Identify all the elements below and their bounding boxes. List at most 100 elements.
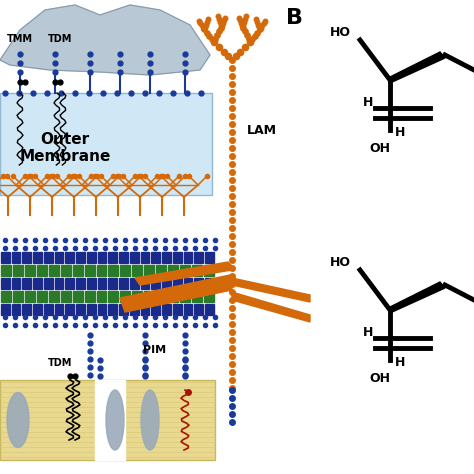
Bar <box>1 291 11 302</box>
Text: OH: OH <box>370 142 391 155</box>
Bar <box>162 252 171 263</box>
Bar <box>25 265 35 276</box>
Text: TDM: TDM <box>48 34 72 44</box>
Bar <box>44 304 53 315</box>
Bar <box>65 278 74 289</box>
Bar <box>145 291 154 302</box>
Bar <box>156 265 166 276</box>
Bar <box>33 252 42 263</box>
Polygon shape <box>0 5 210 75</box>
Bar <box>130 304 139 315</box>
Bar <box>132 265 142 276</box>
Bar <box>22 252 31 263</box>
Bar <box>12 252 20 263</box>
Bar <box>97 291 107 302</box>
Bar <box>109 304 117 315</box>
Bar <box>33 278 42 289</box>
Bar <box>55 252 64 263</box>
Text: LAM: LAM <box>247 124 277 137</box>
Bar <box>205 278 214 289</box>
Bar <box>13 265 23 276</box>
Bar <box>49 265 59 276</box>
Bar <box>49 291 59 302</box>
Bar <box>65 252 74 263</box>
Bar <box>87 252 96 263</box>
Ellipse shape <box>106 390 124 450</box>
Text: H: H <box>363 95 373 109</box>
Bar <box>97 265 107 276</box>
Bar <box>0 380 215 460</box>
Text: Outer
Membrane: Outer Membrane <box>19 132 111 164</box>
Bar <box>25 291 35 302</box>
Bar <box>73 291 82 302</box>
Bar <box>33 304 42 315</box>
Polygon shape <box>95 380 125 460</box>
Text: PIM: PIM <box>144 345 166 355</box>
Bar <box>205 252 214 263</box>
Text: TDM: TDM <box>48 358 72 368</box>
Polygon shape <box>135 262 232 285</box>
Bar <box>61 265 71 276</box>
Bar <box>55 278 64 289</box>
Bar <box>55 304 64 315</box>
Bar <box>168 291 178 302</box>
Bar <box>120 291 130 302</box>
Bar <box>1 252 10 263</box>
Bar <box>1 304 10 315</box>
Bar <box>109 252 117 263</box>
Polygon shape <box>232 292 310 322</box>
Polygon shape <box>232 278 310 302</box>
Bar <box>152 252 160 263</box>
Bar <box>109 291 118 302</box>
Bar <box>76 278 85 289</box>
Bar <box>141 304 149 315</box>
Polygon shape <box>120 275 232 312</box>
Bar <box>37 291 47 302</box>
Bar <box>204 291 214 302</box>
Bar <box>180 265 190 276</box>
Text: TMM: TMM <box>7 34 33 44</box>
Bar <box>12 278 20 289</box>
Text: H: H <box>363 326 373 338</box>
Bar <box>132 291 142 302</box>
Bar <box>205 304 214 315</box>
Bar <box>44 252 53 263</box>
Bar <box>0 93 212 195</box>
Bar <box>184 304 192 315</box>
Bar <box>109 265 118 276</box>
Bar <box>1 278 10 289</box>
Bar <box>37 265 47 276</box>
Bar <box>22 278 31 289</box>
Bar <box>204 265 214 276</box>
Text: H: H <box>395 356 405 368</box>
Bar <box>168 265 178 276</box>
Bar <box>192 291 202 302</box>
Bar <box>119 304 128 315</box>
Text: OH: OH <box>370 372 391 384</box>
Bar <box>152 278 160 289</box>
Bar <box>44 278 53 289</box>
Ellipse shape <box>7 392 29 447</box>
Bar <box>130 278 139 289</box>
Bar <box>76 252 85 263</box>
Bar <box>119 278 128 289</box>
Bar <box>98 252 107 263</box>
Bar <box>61 291 71 302</box>
Bar <box>119 252 128 263</box>
Bar <box>173 278 182 289</box>
Bar <box>152 304 160 315</box>
Bar <box>156 291 166 302</box>
Polygon shape <box>390 282 445 313</box>
Ellipse shape <box>141 390 159 450</box>
Bar <box>98 304 107 315</box>
Bar <box>130 252 139 263</box>
Bar <box>194 252 203 263</box>
Bar <box>162 304 171 315</box>
Text: HO: HO <box>329 26 350 38</box>
Bar <box>12 304 20 315</box>
Bar <box>13 291 23 302</box>
Bar <box>109 278 117 289</box>
Bar <box>194 304 203 315</box>
Bar <box>65 304 74 315</box>
Bar <box>173 304 182 315</box>
